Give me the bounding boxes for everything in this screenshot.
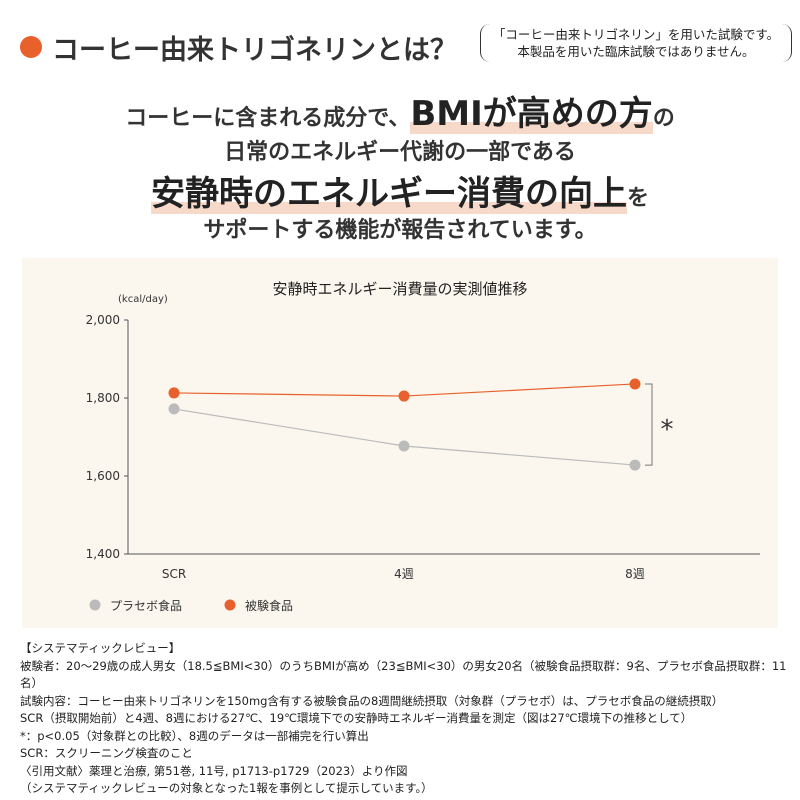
disclaimer-note: 「コーヒー由来トリゴネリン」を用いた試験です。 本製品を用いた臨床試験ではありませ… [480,24,792,62]
lead-line-2: 日常のエネルギー代謝の一部である [224,140,576,165]
lead-text: の [652,106,675,131]
x-tick-label: SCR [162,567,186,581]
y-tick-label: 1,400 [86,547,120,561]
data-point [629,378,641,390]
legend-label: 被験食品 [245,598,293,613]
note-line: 本製品を用いた臨床試験ではありません。 [517,44,755,59]
lead-line-1: コーヒーに含まれる成分で、BMIが高めの方の [0,86,800,135]
data-point [398,440,410,452]
footnote: 〈引用文献〉薬理と治療, 第51巻, 11号, p1713-p1729（2023… [20,763,408,778]
data-point [168,387,180,399]
footnote: 【システマティックレビュー】 [20,641,181,655]
legend-marker [89,599,101,611]
y-axis-unit: (kcal/day) [118,294,168,305]
y-tick-label: 1,800 [86,391,120,405]
footnote: 試験内容：コーヒー由来トリゴネリンを150mg含有する被験食品の8週間継続摂取（… [20,693,724,708]
page-title: コーヒー由来トリゴネリンとは？ [52,35,457,66]
significance-bracket [645,383,653,466]
line-chart: (kcal/day) 2,000 1,800 1,600 1,400 SCR 4週 8週プラセ… [86,294,760,613]
legend-label: プラセボ食品 [110,598,182,613]
lead-text: を [626,186,649,211]
lead-line-4: サポートする機能が報告されています。 [203,218,597,243]
footnote: SCR：スクリーニング検査のこと [20,746,193,760]
footnote: *：p<0.05（対象群との比較）、8週のデータは一部補完を行い算出 [20,728,369,743]
lead-text: コーヒーに含まれる成分で、 [125,106,411,131]
y-tick-label: 2,000 [86,313,120,327]
chart-title: 安静時エネルギー消費量の実測値推移 [272,280,528,298]
note-line: 「コーヒー由来トリゴネリン」を用いた試験です。 [492,27,780,42]
bullet-dot [20,36,42,58]
data-point [168,403,180,415]
legend-marker [224,599,236,611]
x-tick-label: 8週 [625,567,645,581]
footnotes: 【システマティックレビュー】 被験者：20～29歳の成人男女（18.5≦BMI<… [20,640,800,798]
data-point [398,390,410,402]
footnote: （システマティックレビューの対象となった1報を事例として提示しています。） [20,781,433,795]
series-line [173,408,636,466]
footnote: 被験者：20～29歳の成人男女（18.5≦BMI<30）のうちBMIが高め（23… [20,658,787,691]
lead-emphasis: BMIが高めの方 [410,94,653,134]
x-tick-label: 4週 [394,567,414,581]
y-tick-label: 1,600 [86,469,120,483]
significance-mark: * [661,415,674,445]
data-point [629,459,641,471]
lead-emphasis: 安静時のエネルギー消費の向上 [150,174,627,214]
lead-line-3: 安静時のエネルギー消費の向上を [0,166,800,215]
footnote: SCR（摂取開始前）と4週、8週における27℃、19℃環境下での安静時エネルギー… [20,711,693,725]
